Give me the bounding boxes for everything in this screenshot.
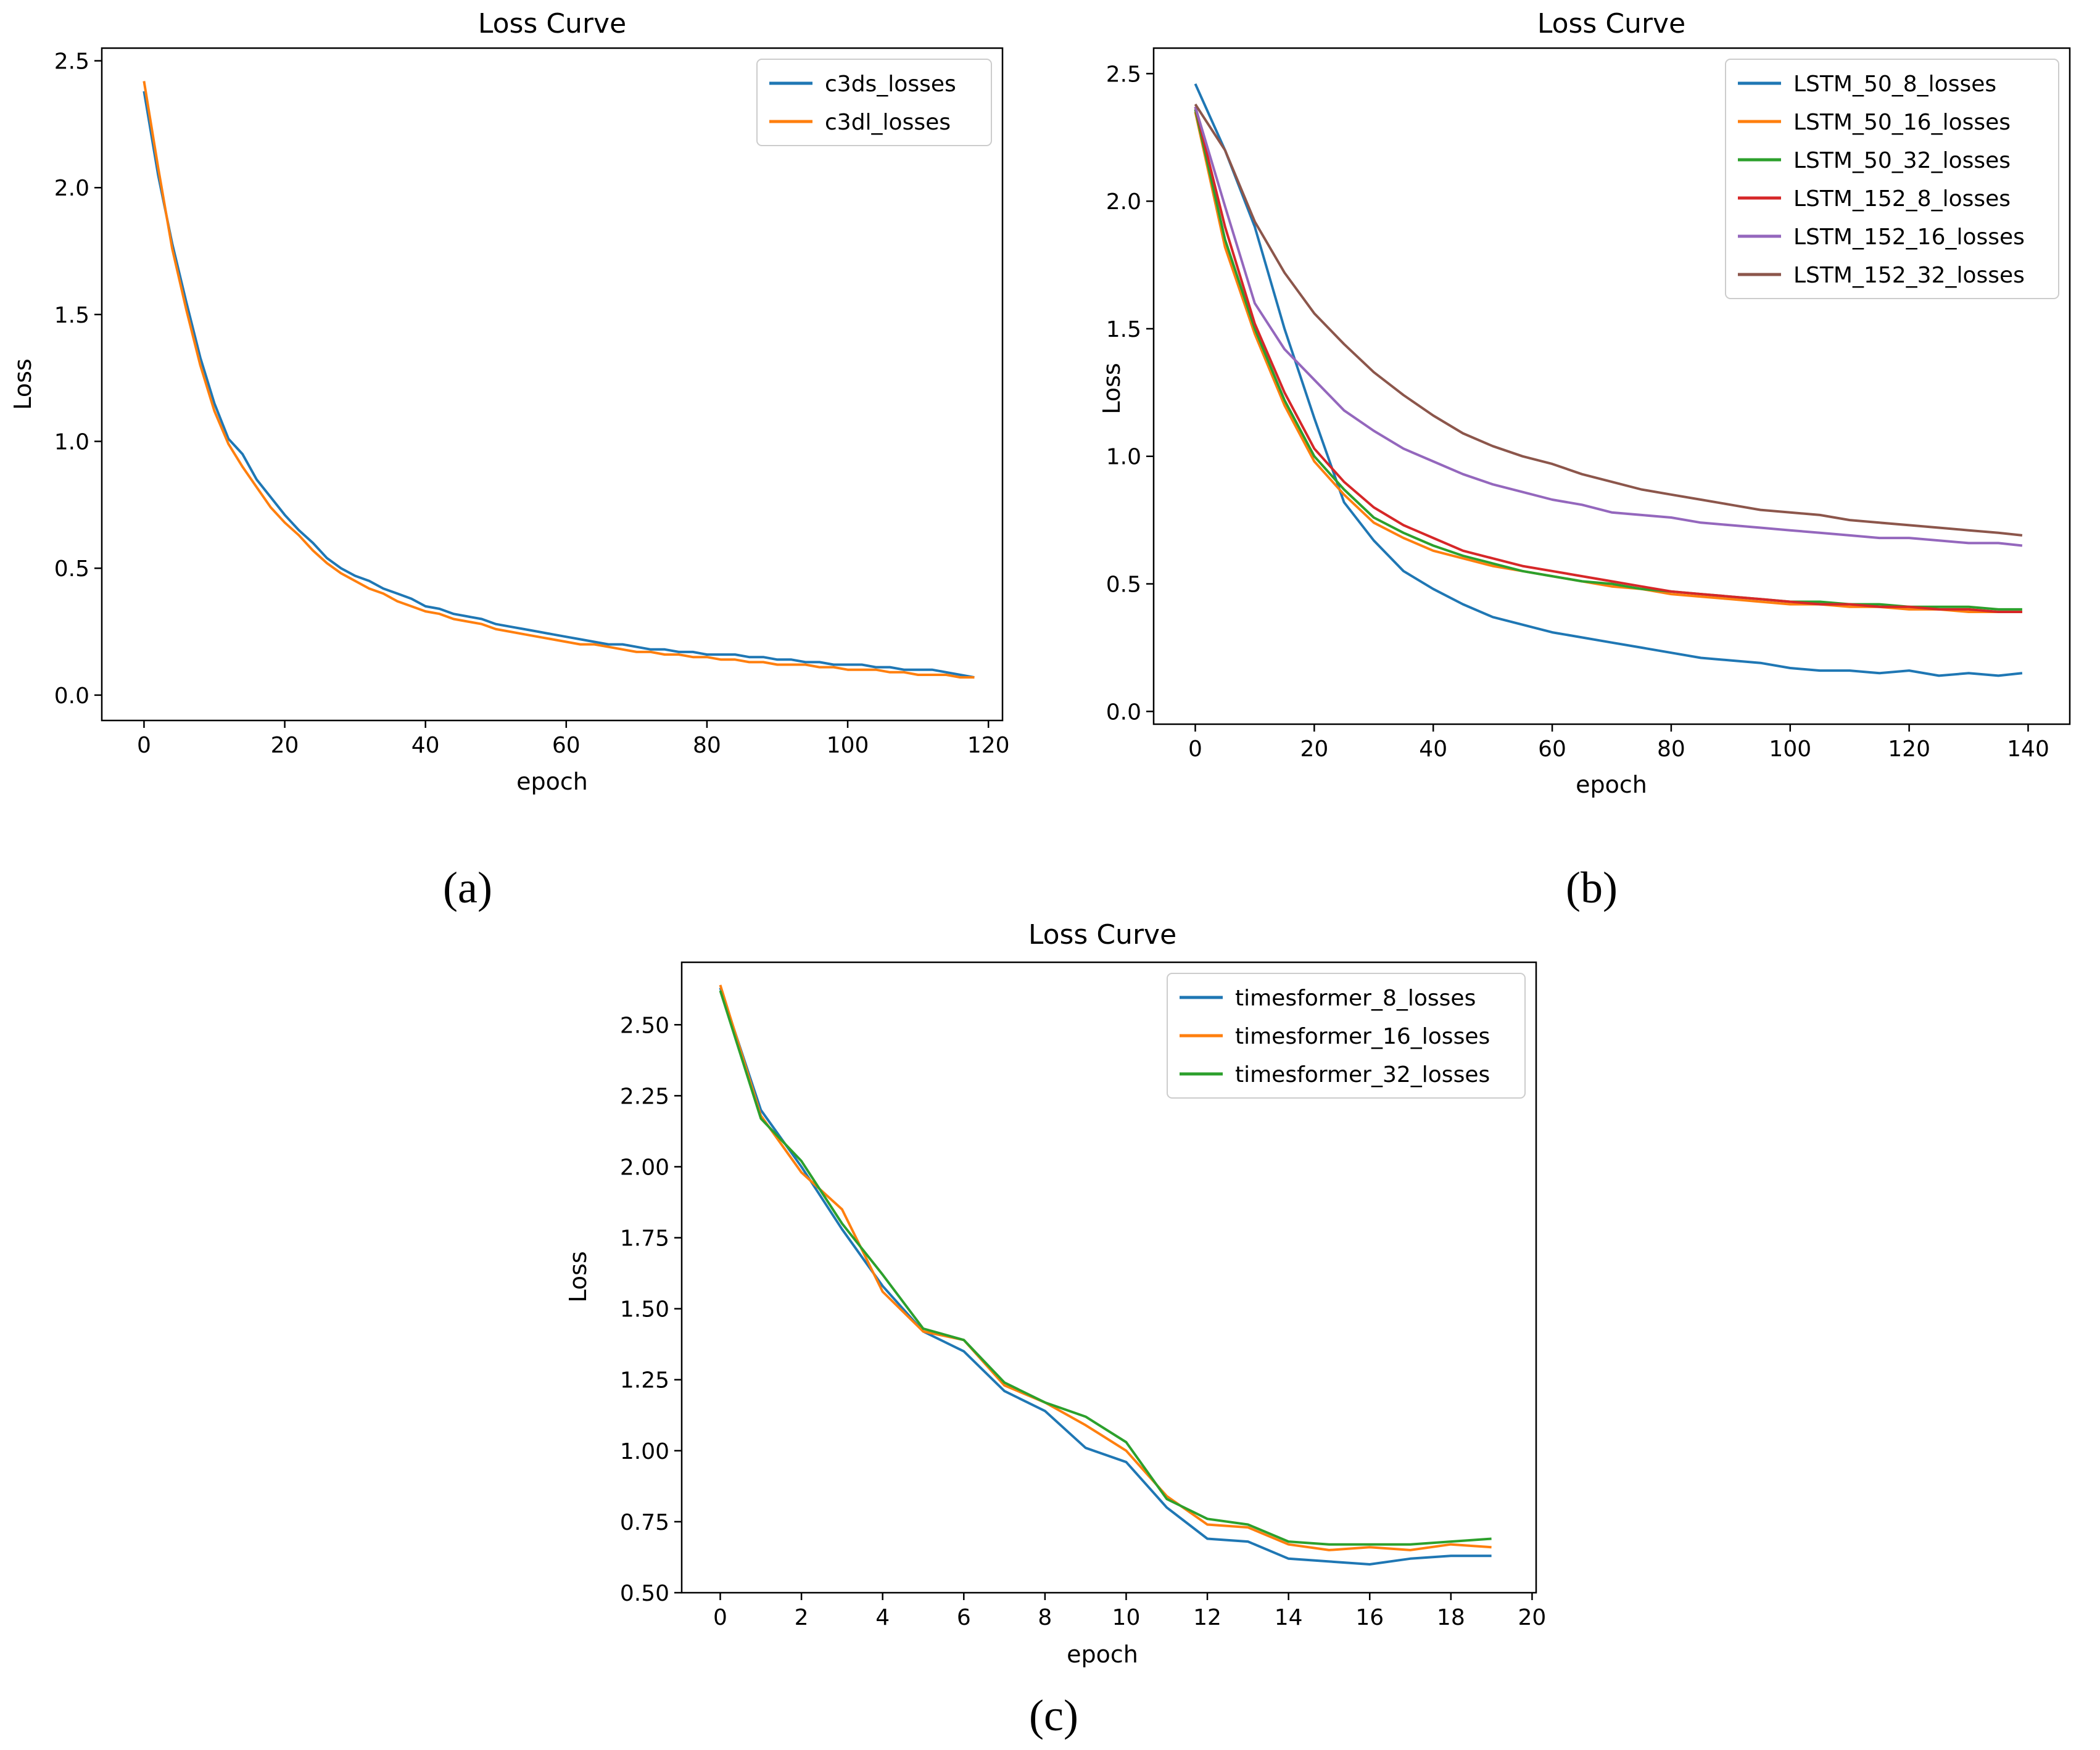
- x-axis-label: epoch: [516, 768, 588, 795]
- y-tick-label: 1.50: [620, 1297, 669, 1323]
- y-tick-label: 2.00: [620, 1155, 669, 1180]
- legend-label: LSTM_152_16_losses: [1793, 225, 2025, 250]
- x-tick-label: 0: [1188, 737, 1202, 762]
- x-tick-label: 20: [271, 733, 299, 758]
- x-tick-label: 10: [1112, 1605, 1141, 1630]
- x-tick-label: 80: [693, 733, 721, 758]
- chart-title: Loss Curve: [1028, 919, 1176, 951]
- series-line-LSTM_50_8_losses: [1194, 83, 2023, 677]
- x-tick-label: 20: [1518, 1605, 1547, 1630]
- series-line-c3ds_losses: [143, 91, 975, 679]
- x-tick-label: 18: [1437, 1605, 1465, 1630]
- x-tick-label: 2: [795, 1605, 809, 1630]
- x-tick-label: 120: [1888, 737, 1930, 762]
- x-axis-label: epoch: [1576, 771, 1647, 798]
- chart-title: Loss Curve: [478, 8, 626, 39]
- y-tick-label: 1.25: [620, 1368, 669, 1393]
- x-tick-label: 80: [1657, 737, 1685, 762]
- panel-a: 0 20 40 60 80 100 120 0.0 0.5 1.0 1.5 2.0 2.5 Loss …: [9, 8, 1010, 912]
- x-tick-label: 60: [1538, 737, 1566, 762]
- y-tick-label: 2.0: [1106, 189, 1141, 215]
- legend: LSTM_50_8_losses LSTM_50_16_losses LSTM_50…: [1725, 59, 2059, 299]
- y-axis-label: Loss: [1098, 363, 1125, 414]
- chart-title: Loss Curve: [1537, 8, 1685, 39]
- panel-label: (a): [443, 863, 492, 912]
- y-tick-label: 0.75: [620, 1510, 669, 1535]
- y-axis-label: Loss: [9, 358, 36, 410]
- x-tick-label: 0: [713, 1605, 727, 1630]
- y-tick-label: 0.5: [54, 556, 89, 582]
- x-tick-label: 40: [1419, 737, 1447, 762]
- x-tick-label: 20: [1300, 737, 1328, 762]
- y-tick-label: 1.5: [1106, 317, 1141, 342]
- panel-label: (b): [1566, 863, 1618, 912]
- x-tick-label: 16: [1355, 1605, 1384, 1630]
- legend-box: [756, 59, 992, 146]
- x-tick-label: 40: [411, 733, 440, 758]
- plot-area: [1152, 47, 2071, 725]
- legend-label: LSTM_152_32_losses: [1793, 263, 2025, 288]
- legend-label: timesformer_8_losses: [1235, 986, 1476, 1011]
- x-tick-label: 6: [957, 1605, 971, 1630]
- series-line-LSTM_50_32_losses: [1194, 109, 2022, 611]
- series-line-LSTM_152_8_losses: [1194, 106, 2022, 613]
- legend: timesformer_8_losses timesformer_16_losse…: [1167, 973, 1526, 1099]
- series-line-timesformer_16_losses: [719, 984, 1492, 1551]
- legend-label: LSTM_50_16_losses: [1793, 110, 2011, 135]
- legend-label: timesformer_32_losses: [1235, 1062, 1490, 1088]
- x-tick-label: 120: [967, 733, 1010, 758]
- y-tick-label: 1.00: [620, 1439, 669, 1464]
- plot-area: [101, 47, 1004, 722]
- x-tick-label: 8: [1038, 1605, 1052, 1630]
- y-tick-label: 0.5: [1106, 572, 1141, 598]
- panel-c: 0 2 4 6 8 10 12 14 16 18 20 0.50 0.75 1.00 1.25 1.50 1.…: [564, 919, 1546, 1740]
- legend-box: [1725, 59, 2059, 299]
- x-tick-label: 100: [827, 733, 869, 758]
- y-tick-label: 0.0: [1106, 700, 1141, 725]
- legend-label: c3ds_losses: [825, 72, 956, 97]
- legend-box: [1167, 973, 1526, 1099]
- y-tick-label: 1.5: [54, 303, 89, 328]
- panel-label: (c): [1029, 1691, 1078, 1740]
- x-tick-label: 0: [137, 733, 151, 758]
- y-tick-label: 1.0: [54, 430, 89, 455]
- y-tick-label: 2.50: [620, 1013, 669, 1038]
- x-tick-label: 12: [1193, 1605, 1222, 1630]
- y-tick-label: 2.25: [620, 1084, 669, 1109]
- x-tick-label: 4: [875, 1605, 890, 1630]
- legend-label: c3dl_losses: [825, 110, 951, 135]
- y-tick-label: 1.0: [1106, 445, 1141, 470]
- series-line-timesformer_32_losses: [719, 990, 1492, 1546]
- y-tick-label: 1.75: [620, 1226, 669, 1252]
- y-tick-label: 0.0: [54, 683, 89, 709]
- panel-b: 0 20 40 60 80 100 120 140 0.0 0.5 1.0 1.5 2.0 2.5 Lo…: [1098, 8, 2071, 912]
- y-tick-label: 2.5: [54, 49, 89, 75]
- series-line-c3dl_losses: [143, 81, 975, 679]
- series-line-LSTM_152_32_losses: [1194, 103, 2023, 537]
- x-tick-label: 14: [1275, 1605, 1303, 1630]
- legend-label: LSTM_50_8_losses: [1793, 72, 1996, 97]
- series-line-timesformer_8_losses: [719, 987, 1492, 1566]
- plot-area: [680, 961, 1537, 1594]
- legend-label: LSTM_152_8_losses: [1793, 186, 2011, 212]
- legend-label: LSTM_50_32_losses: [1793, 148, 2011, 173]
- series-line-LSTM_152_16_losses: [1194, 106, 2023, 547]
- x-axis-label: epoch: [1067, 1641, 1138, 1668]
- y-axis-label: Loss: [564, 1251, 592, 1302]
- y-tick-label: 2.0: [54, 176, 89, 201]
- x-tick-label: 140: [2007, 737, 2049, 762]
- legend-label: timesformer_16_losses: [1235, 1024, 1490, 1049]
- legend: c3ds_losses c3dl_losses: [756, 59, 992, 146]
- x-tick-label: 60: [552, 733, 581, 758]
- x-tick-label: 100: [1769, 737, 1811, 762]
- y-tick-label: 0.50: [620, 1581, 669, 1606]
- y-tick-label: 2.5: [1106, 62, 1141, 87]
